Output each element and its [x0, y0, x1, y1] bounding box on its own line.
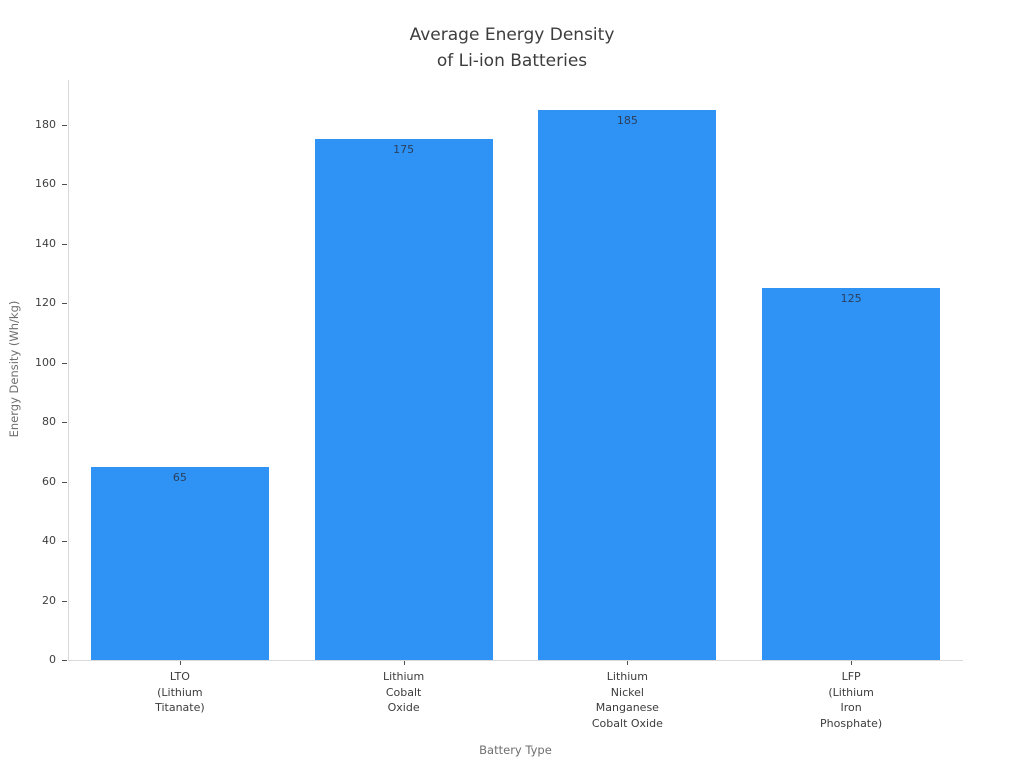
chart-title: Average Energy Density of Li-ion Batteri…: [0, 22, 1024, 74]
y-tick-label: 140: [35, 236, 56, 250]
x-tick-label: LTO (Lithium Titanate): [155, 670, 205, 714]
bar: [762, 288, 941, 660]
y-tick-label: 60: [42, 474, 56, 488]
x-tick-label: LFP (Lithium Iron Phosphate): [820, 670, 883, 730]
x-axis-spine: [68, 660, 963, 661]
y-tick-label: 80: [42, 415, 56, 429]
bar-value-label: 125: [840, 292, 862, 306]
bar-value-label: 65: [172, 470, 187, 484]
y-tick-mark: [62, 303, 67, 305]
bar: [90, 466, 269, 660]
bar: [314, 139, 493, 660]
y-tick-mark: [62, 600, 67, 602]
x-tick-mark: [403, 661, 405, 665]
x-tick-mark: [627, 661, 629, 665]
x-tick-mark: [851, 661, 853, 665]
y-tick-label: 40: [42, 534, 56, 548]
y-tick-label: 180: [35, 117, 56, 131]
x-tick-mark: [179, 661, 181, 665]
bar-value-label: 185: [616, 113, 638, 127]
y-tick-label: 160: [35, 177, 56, 191]
x-tick-label: Lithium Cobalt Oxide: [383, 670, 425, 714]
y-tick-mark: [62, 184, 67, 186]
y-tick-label: 100: [35, 355, 56, 369]
y-tick-mark: [62, 362, 67, 364]
chart-title-line1: Average Energy Density: [409, 25, 615, 45]
y-tick-label: 20: [42, 593, 56, 607]
x-axis-title: Battery Type: [479, 743, 552, 757]
bar-value-label: 175: [393, 143, 415, 157]
y-tick-label: 120: [35, 296, 56, 310]
y-tick-mark: [62, 660, 67, 661]
y-tick-mark: [62, 422, 67, 424]
y-tick-mark: [62, 481, 67, 483]
x-tick-label: Lithium Nickel Manganese Cobalt Oxide: [591, 670, 663, 730]
y-tick-mark: [62, 541, 67, 543]
y-axis-spine: [68, 80, 69, 660]
y-tick-mark: [62, 124, 67, 126]
y-tick-label: 0: [49, 653, 56, 666]
bar: [538, 109, 717, 660]
y-tick-mark: [62, 243, 67, 245]
chart-title-line2: of Li-ion Batteries: [436, 51, 588, 71]
